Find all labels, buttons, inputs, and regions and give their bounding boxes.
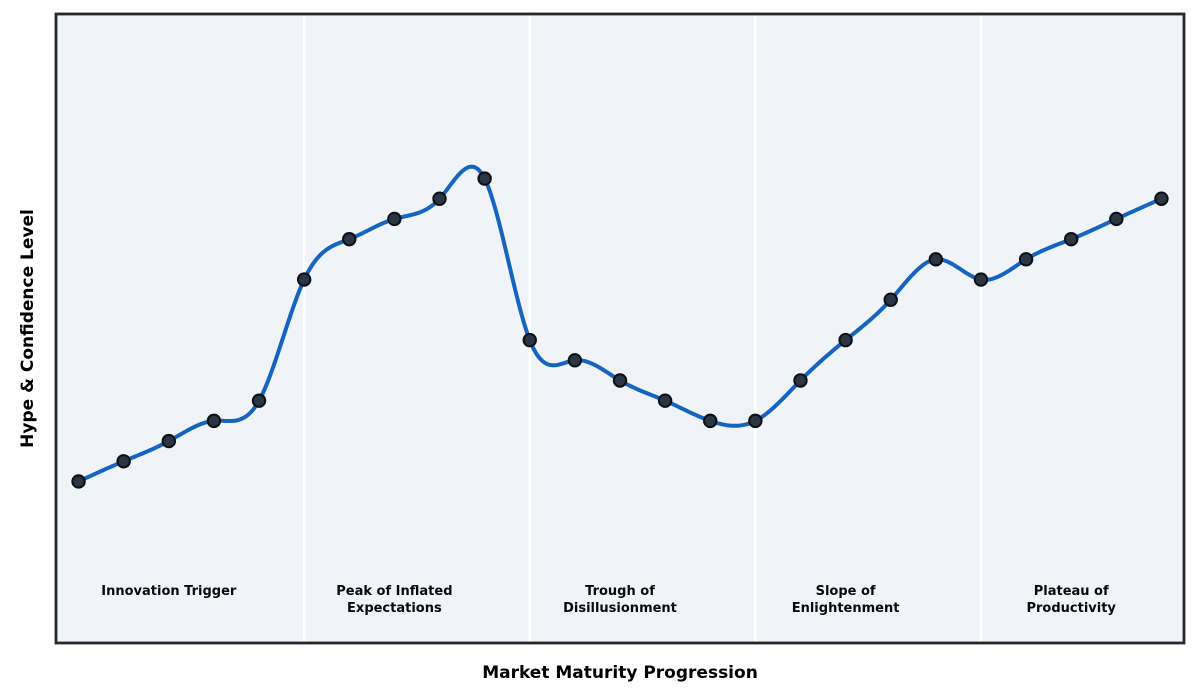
data-point (1154, 191, 1169, 206)
phase-separator-lines (302, 14, 983, 643)
data-point (793, 373, 808, 388)
phase-labels: Innovation Trigger Peak of Inflated Expect… (101, 584, 1116, 616)
data-point (71, 474, 86, 489)
data-point (567, 353, 583, 368)
data-point (1064, 231, 1079, 247)
phase-label: Peak of Inflated Expectations (336, 584, 452, 616)
phase-label: Trough of Disillusionment (563, 584, 677, 616)
data-point (116, 454, 131, 469)
data-point (748, 413, 763, 429)
data-point (206, 413, 222, 429)
data-point (657, 393, 673, 408)
plot-background (56, 14, 1184, 643)
data-point (973, 272, 989, 287)
phase-label: Plateau of Productivity (1026, 584, 1116, 616)
x-axis-label: Market Maturity Progression (482, 663, 758, 683)
data-point (477, 171, 492, 186)
data-point (838, 332, 853, 348)
data-point (1018, 252, 1034, 267)
data-point (883, 292, 898, 307)
data-point (342, 231, 357, 247)
data-point (161, 433, 177, 449)
data-point (612, 373, 628, 388)
data-point (387, 211, 402, 227)
data-point (1109, 211, 1124, 227)
y-axis-label: Hype & Confidence Level (18, 209, 38, 448)
data-point (432, 191, 447, 206)
data-point (296, 272, 312, 287)
data-point (703, 413, 718, 429)
data-point (251, 393, 267, 408)
data-point-markers (71, 171, 1169, 489)
data-point (928, 252, 944, 267)
plot-border (54, 12, 1186, 645)
phase-label: Slope of Enlightenment (792, 584, 900, 616)
phase-label: Innovation Trigger (101, 584, 237, 599)
data-point (522, 332, 537, 348)
